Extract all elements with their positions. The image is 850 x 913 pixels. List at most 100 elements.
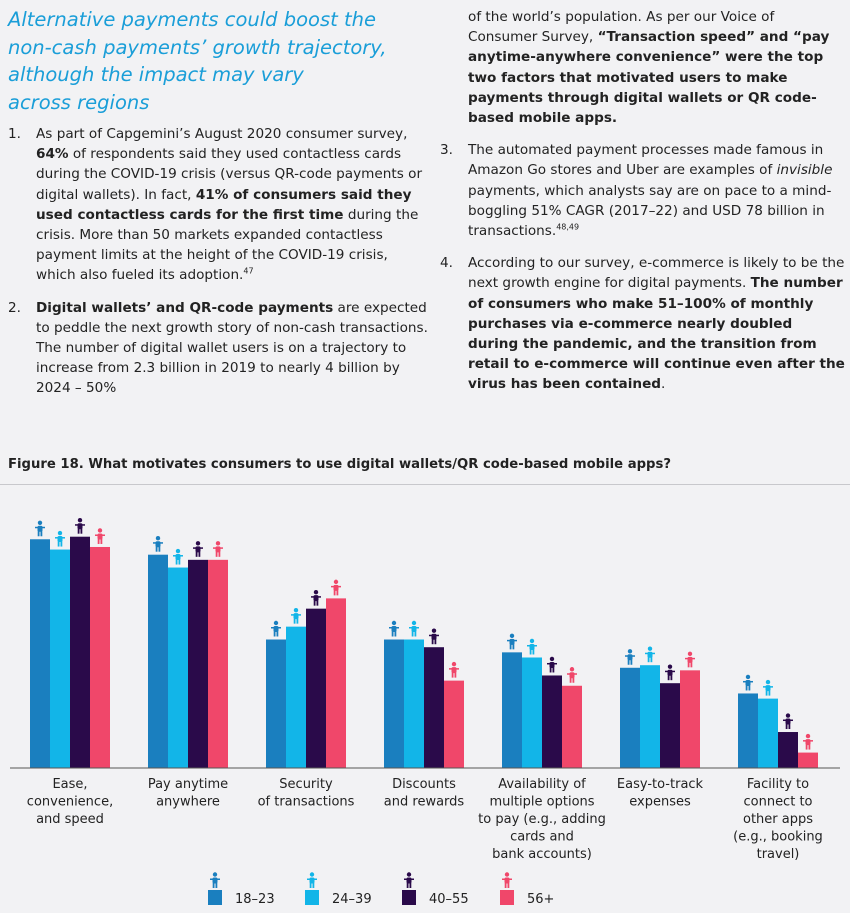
- bar[interactable]: [738, 693, 758, 768]
- person-icon-head: [745, 674, 751, 680]
- bar[interactable]: [640, 665, 660, 768]
- person-icon-body: [785, 718, 791, 725]
- person-icon: [210, 872, 220, 888]
- person-icon-head: [212, 872, 218, 877]
- bar[interactable]: [50, 549, 70, 768]
- person-icon-leg: [647, 657, 650, 663]
- footnote-ref[interactable]: 48,49: [556, 222, 580, 232]
- heading-line: Alternative payments could boost the: [8, 8, 376, 31]
- person-icon: [449, 661, 459, 678]
- bar[interactable]: [306, 608, 326, 768]
- person-icon-head: [451, 661, 457, 667]
- category-label: Ease, convenience, and speed: [27, 777, 113, 827]
- person-icon: [665, 664, 675, 681]
- bar[interactable]: [424, 647, 444, 768]
- category-label-line: Discounts: [392, 777, 456, 792]
- person-icon-arms: [35, 526, 45, 529]
- person-icon-head: [785, 713, 791, 718]
- person-icon-body: [765, 685, 771, 692]
- bar[interactable]: [444, 680, 464, 768]
- category-label-line: and rewards: [384, 795, 465, 810]
- person-icon-head: [667, 664, 673, 669]
- bar[interactable]: [188, 559, 208, 768]
- person-icon-body: [451, 667, 457, 674]
- bar[interactable]: [384, 639, 404, 769]
- bar[interactable]: [798, 752, 818, 768]
- category-label-line: Pay anytime: [148, 777, 228, 792]
- person-icon-leg: [670, 675, 673, 681]
- person-icon-leg: [808, 744, 811, 750]
- legend-swatch: [208, 890, 222, 905]
- bar[interactable]: [562, 685, 582, 768]
- category-label-line: bank accounts): [492, 847, 592, 862]
- person-icon-leg: [572, 677, 575, 683]
- bar[interactable]: [30, 539, 50, 768]
- person-icon-leg: [293, 618, 296, 624]
- person-icon-leg: [409, 883, 412, 888]
- person-icon-body: [77, 523, 83, 530]
- person-icon-head: [391, 620, 397, 626]
- bar[interactable]: [778, 732, 798, 768]
- bar[interactable]: [404, 639, 424, 769]
- category-label-line: convenience,: [27, 795, 113, 810]
- bar[interactable]: [620, 667, 640, 768]
- person-icon-leg: [690, 662, 693, 668]
- person-icon-arms: [685, 657, 695, 660]
- bar-chart: Ease, convenience, and speed Pay anytime any…: [10, 518, 840, 907]
- point-number: 3.: [440, 142, 453, 159]
- bar[interactable]: [90, 546, 110, 768]
- bar[interactable]: [522, 657, 542, 768]
- point-text: of respondents said they used contactles…: [36, 146, 423, 203]
- bar[interactable]: [502, 652, 522, 768]
- person-icon-body: [212, 877, 218, 884]
- person-icon-leg: [100, 538, 103, 544]
- point-text: are expected to peddle the next growth s…: [36, 299, 428, 397]
- bar[interactable]: [266, 639, 286, 769]
- legend-swatch: [500, 890, 514, 905]
- point-4: 4. According to our survey, e-commerce i…: [440, 253, 845, 394]
- person-icon-body: [509, 638, 515, 645]
- person-icon: [153, 535, 163, 552]
- category-label: Easy-to-track expenses: [617, 777, 704, 810]
- point-bold-text: 41% of consumers said they used contactl…: [36, 186, 412, 223]
- point-number: 2.: [8, 299, 21, 316]
- person-icon-leg: [212, 883, 215, 888]
- person-icon-arms: [743, 680, 753, 683]
- bar[interactable]: [70, 536, 90, 768]
- bar[interactable]: [680, 670, 700, 768]
- person-icon-head: [57, 530, 63, 536]
- person-icon-head: [195, 541, 201, 546]
- person-icon-arms: [307, 878, 317, 880]
- person-icon-leg: [504, 883, 507, 888]
- person-icon-body: [155, 541, 161, 548]
- category-label-line: travel): [757, 847, 800, 862]
- bar[interactable]: [326, 598, 346, 768]
- person-icon-leg: [627, 659, 630, 665]
- bar[interactable]: [208, 559, 228, 768]
- heading-line: across regions: [8, 90, 150, 114]
- person-icon-head: [431, 628, 437, 633]
- person-icon-body: [195, 546, 201, 553]
- person-icon-body: [627, 654, 633, 661]
- bar[interactable]: [286, 626, 306, 768]
- bar[interactable]: [542, 675, 562, 768]
- person-icon-arms: [193, 547, 203, 549]
- person-icon-body: [687, 656, 693, 663]
- bar[interactable]: [148, 554, 168, 768]
- bar[interactable]: [660, 683, 680, 768]
- category-label-line: Facility to: [747, 777, 809, 792]
- person-icon-head: [313, 589, 319, 595]
- bar[interactable]: [758, 698, 778, 768]
- person-icon-arms: [502, 878, 512, 880]
- person-icon-arms: [645, 652, 655, 655]
- category-label: Facility to connect to other apps (e.g., bo…: [733, 777, 823, 862]
- person-icon-arms: [567, 673, 577, 675]
- person-icon-arms: [291, 614, 301, 616]
- bar[interactable]: [168, 567, 188, 768]
- footnote-ref[interactable]: 47: [243, 266, 254, 276]
- person-icon-leg: [276, 631, 279, 637]
- person-icon-leg: [434, 639, 437, 645]
- person-icon-leg: [569, 677, 572, 683]
- legend-swatch: [305, 890, 319, 905]
- person-icon-leg: [768, 690, 771, 696]
